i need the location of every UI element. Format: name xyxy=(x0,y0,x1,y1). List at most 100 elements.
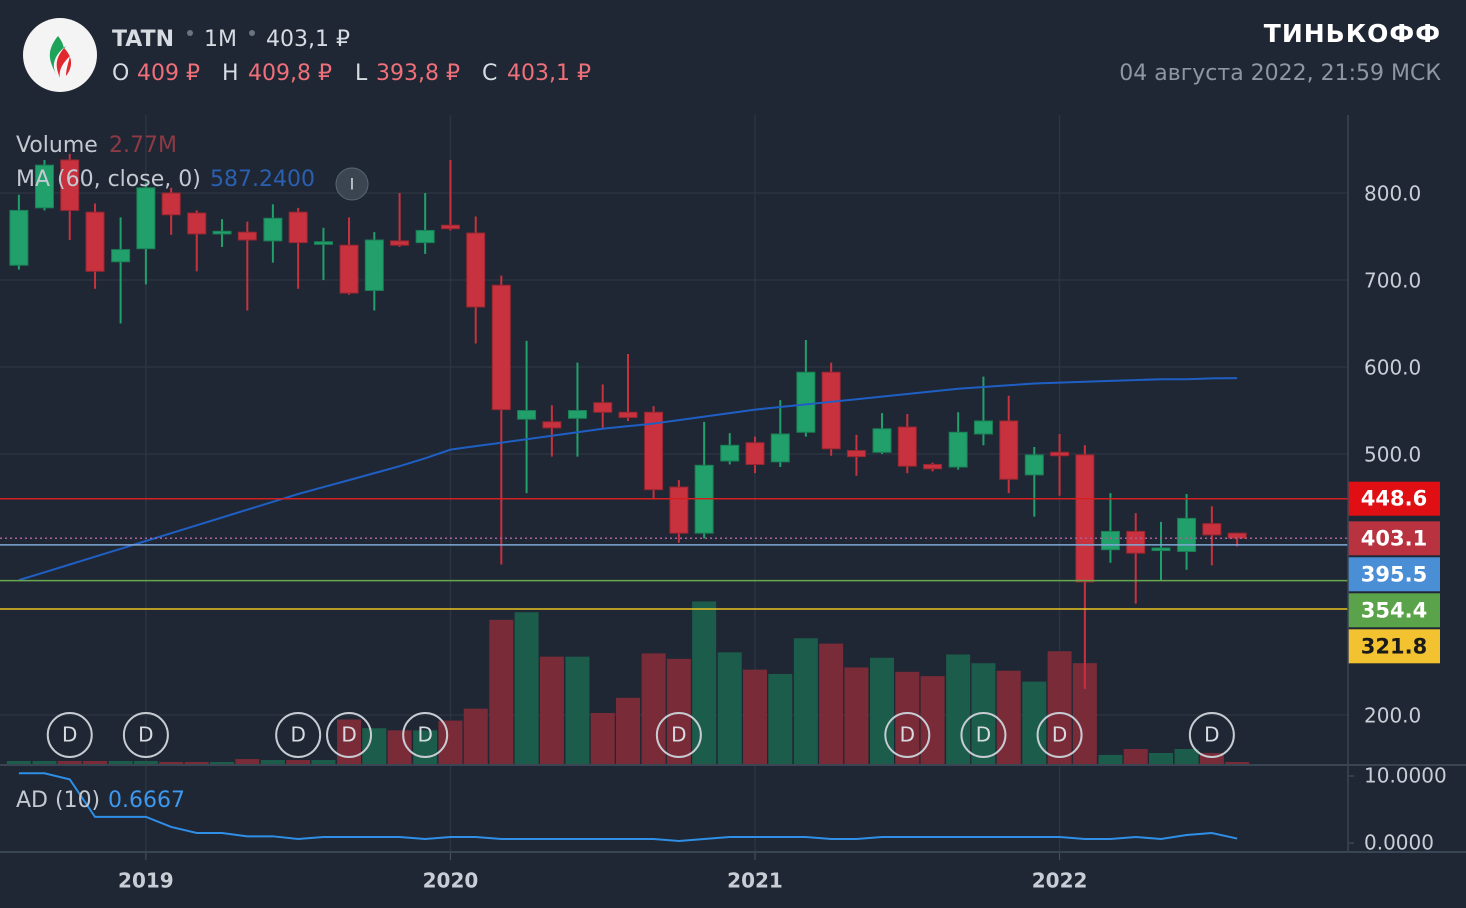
candle-body xyxy=(390,240,410,246)
event-label: D xyxy=(1052,723,1067,747)
candle-body xyxy=(161,192,181,216)
y-tick-label: 200.0 xyxy=(1364,703,1421,727)
candle-body xyxy=(745,442,765,465)
candle-body xyxy=(770,433,790,463)
event-marker xyxy=(884,712,931,758)
price-label-bg xyxy=(1348,593,1440,628)
volume-bar xyxy=(1047,651,1072,765)
candle-body xyxy=(85,211,105,272)
event-marker xyxy=(275,712,322,758)
volume-bar xyxy=(32,760,57,765)
candle-body xyxy=(644,411,664,491)
volume-bar xyxy=(590,713,615,765)
separator-dot xyxy=(187,30,193,36)
volume-bar xyxy=(311,760,336,765)
brand: ТИНЬКОФФ xyxy=(1264,19,1441,48)
price-label-bg xyxy=(1348,521,1440,556)
candle-body xyxy=(669,486,689,534)
volume-bar xyxy=(1174,748,1199,765)
price-label-bg xyxy=(1348,481,1440,516)
candle-body xyxy=(1075,454,1095,583)
volume-bar xyxy=(362,728,387,765)
candle-body xyxy=(212,230,232,235)
y-tick-label: 700.0 xyxy=(1364,269,1421,293)
volume-bar xyxy=(819,643,844,765)
volume-bar xyxy=(184,761,209,765)
event-label: D xyxy=(976,723,991,747)
price-label: 321.8 xyxy=(1361,634,1427,658)
volume-bar xyxy=(895,671,920,765)
legend-label: AD (10) xyxy=(16,788,100,813)
open-value: 409 ₽ xyxy=(137,61,200,86)
candle-body xyxy=(618,411,638,418)
event-label: D xyxy=(1204,723,1219,747)
candle-body xyxy=(542,421,562,429)
candle-body xyxy=(1126,530,1146,554)
last-price: 403,1 ₽ xyxy=(266,27,350,52)
volume-bar xyxy=(641,653,666,765)
high-value: 409,8 ₽ xyxy=(248,61,332,86)
event-label: D xyxy=(341,723,356,747)
legend-value: 2.77M xyxy=(109,133,177,158)
legend-label: Volume xyxy=(16,133,98,158)
candle-body xyxy=(187,212,207,235)
volume-bar xyxy=(1225,761,1250,765)
price-label-bg xyxy=(1348,557,1440,592)
volume-bar xyxy=(286,760,311,765)
candle-body xyxy=(466,232,486,308)
legend-value: 587.2400 xyxy=(210,167,315,192)
event-marker xyxy=(960,712,1007,758)
event-marker xyxy=(46,712,93,758)
open-label: O xyxy=(112,61,129,86)
close-label: C xyxy=(482,61,497,86)
high-label: H xyxy=(222,61,239,86)
volume-bar xyxy=(57,760,82,765)
volume-bar xyxy=(946,654,971,765)
candle-body xyxy=(1202,523,1222,536)
candle-body xyxy=(34,164,54,209)
volume-bar xyxy=(133,760,158,765)
volume-bar xyxy=(539,656,564,765)
volume-bar xyxy=(1148,752,1173,765)
volume-bar xyxy=(717,652,742,765)
volume-bar xyxy=(666,658,691,765)
candle-body xyxy=(720,444,740,462)
y-tick-label: 800.0 xyxy=(1364,182,1421,206)
volume-bar xyxy=(83,760,108,765)
event-label: D xyxy=(417,723,432,747)
volume-bar xyxy=(210,761,235,765)
price-label: 448.6 xyxy=(1361,487,1427,511)
date: 04 августа 2022, 21:59 МСК xyxy=(1119,61,1441,86)
event-marker xyxy=(122,712,169,758)
candle-body xyxy=(313,241,333,245)
price-label: 354.4 xyxy=(1361,598,1427,622)
candle-body xyxy=(999,420,1019,480)
candle-body xyxy=(9,209,29,266)
separator-dot xyxy=(249,30,255,36)
plot: 200.0 500.0 600.0 700.0 800.0 2019 2020 2021 202… xyxy=(0,153,1447,893)
close-value: 403,1 ₽ xyxy=(507,61,591,86)
ticker: TATN xyxy=(112,27,174,52)
x-tick-label: 2019 xyxy=(118,869,174,893)
event-marker xyxy=(326,712,373,758)
volume-bar xyxy=(6,760,31,765)
logo-flame xyxy=(49,36,66,74)
candle-body xyxy=(1050,451,1070,457)
volume-bar xyxy=(1022,681,1047,765)
event-label: D xyxy=(900,723,915,747)
volume-bar xyxy=(844,667,869,765)
y-tick-label: 0.0000 xyxy=(1364,831,1434,855)
info-label[interactable]: I xyxy=(350,175,355,194)
interval: 1M xyxy=(204,27,237,52)
candle-body xyxy=(60,159,80,211)
y-tick-label: 500.0 xyxy=(1364,443,1421,467)
info-button[interactable] xyxy=(335,167,369,201)
volume-bar xyxy=(489,619,514,765)
indicator-line xyxy=(18,772,1238,843)
candle-body xyxy=(948,431,968,468)
ma-line xyxy=(18,377,1238,582)
candle-body xyxy=(923,463,943,470)
volume-bar xyxy=(565,656,590,765)
candle-body xyxy=(491,284,511,411)
